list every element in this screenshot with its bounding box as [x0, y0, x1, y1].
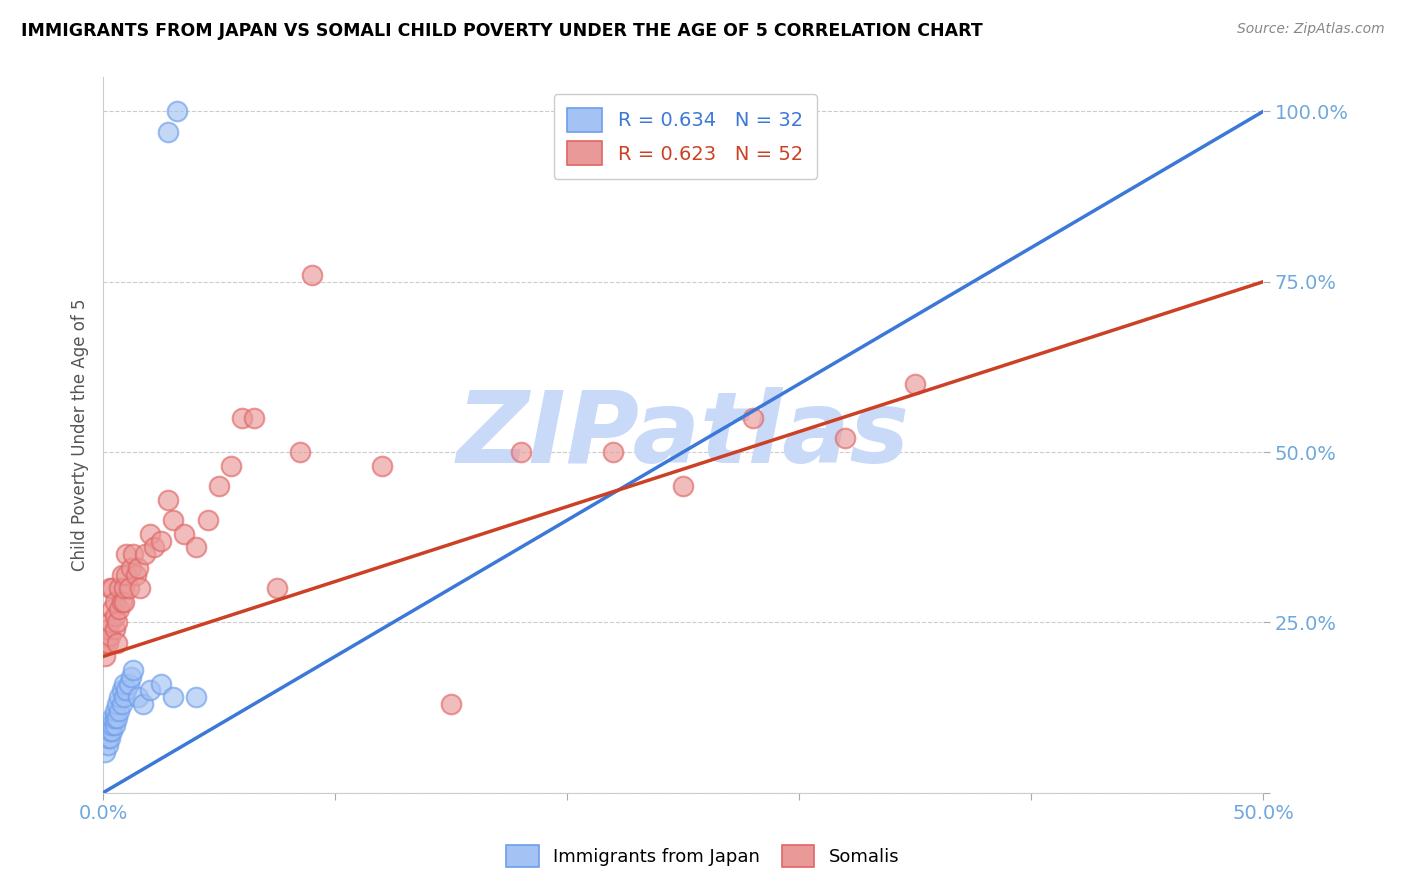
Point — [101, 582, 124, 596]
Point — [111, 567, 134, 582]
Point — [120, 561, 142, 575]
Point — [150, 676, 173, 690]
Point — [197, 513, 219, 527]
Point — [101, 711, 124, 725]
Point — [104, 608, 127, 623]
Point — [129, 582, 152, 596]
Point — [243, 411, 266, 425]
Point — [124, 567, 146, 582]
Point — [834, 432, 856, 446]
Point — [602, 445, 624, 459]
Point — [112, 595, 135, 609]
Point — [120, 670, 142, 684]
Point — [301, 268, 323, 282]
Point — [111, 683, 134, 698]
Point — [105, 711, 128, 725]
Point — [112, 582, 135, 596]
Point — [98, 731, 121, 746]
Point — [440, 697, 463, 711]
Point — [231, 411, 253, 425]
Point — [108, 601, 131, 615]
Point — [104, 704, 127, 718]
Text: IMMIGRANTS FROM JAPAN VS SOMALI CHILD POVERTY UNDER THE AGE OF 5 CORRELATION CHA: IMMIGRANTS FROM JAPAN VS SOMALI CHILD PO… — [21, 22, 983, 40]
Point — [94, 745, 117, 759]
Point — [157, 492, 180, 507]
Point — [115, 567, 138, 582]
Point — [166, 104, 188, 119]
Point — [98, 615, 121, 630]
Point — [94, 649, 117, 664]
Point — [105, 636, 128, 650]
Point — [108, 690, 131, 705]
Point — [98, 724, 121, 739]
Legend: Immigrants from Japan, Somalis: Immigrants from Japan, Somalis — [499, 838, 907, 874]
Point — [117, 676, 139, 690]
Point — [509, 445, 531, 459]
Point — [138, 526, 160, 541]
Point — [97, 622, 120, 636]
Point — [105, 697, 128, 711]
Point — [134, 547, 156, 561]
Point — [370, 458, 392, 473]
Point — [97, 738, 120, 752]
Text: Source: ZipAtlas.com: Source: ZipAtlas.com — [1237, 22, 1385, 37]
Point — [162, 690, 184, 705]
Point — [117, 582, 139, 596]
Point — [115, 683, 138, 698]
Point — [112, 676, 135, 690]
Point — [173, 526, 195, 541]
Point — [150, 533, 173, 548]
Point — [127, 561, 149, 575]
Point — [108, 582, 131, 596]
Point — [101, 724, 124, 739]
Point — [97, 636, 120, 650]
Legend: R = 0.634   N = 32, R = 0.623   N = 52: R = 0.634 N = 32, R = 0.623 N = 52 — [554, 95, 817, 178]
Point — [105, 615, 128, 630]
Point — [101, 717, 124, 731]
Point — [266, 582, 288, 596]
Point — [127, 690, 149, 705]
Point — [97, 731, 120, 746]
Point — [101, 601, 124, 615]
Point — [98, 629, 121, 643]
Point — [111, 697, 134, 711]
Point — [122, 663, 145, 677]
Point — [104, 711, 127, 725]
Point — [672, 479, 695, 493]
Text: ZIPatlas: ZIPatlas — [457, 386, 910, 483]
Point — [138, 683, 160, 698]
Point — [104, 622, 127, 636]
Point — [131, 697, 153, 711]
Point — [290, 445, 312, 459]
Point — [184, 541, 207, 555]
Point — [104, 595, 127, 609]
Point — [111, 595, 134, 609]
Y-axis label: Child Poverty Under the Age of 5: Child Poverty Under the Age of 5 — [72, 299, 89, 571]
Point — [741, 411, 763, 425]
Point — [115, 547, 138, 561]
Point — [162, 513, 184, 527]
Point — [904, 376, 927, 391]
Point — [122, 547, 145, 561]
Point — [98, 717, 121, 731]
Point — [157, 125, 180, 139]
Point — [98, 582, 121, 596]
Point — [219, 458, 242, 473]
Point — [143, 541, 166, 555]
Point — [184, 690, 207, 705]
Point — [208, 479, 231, 493]
Point — [112, 690, 135, 705]
Point — [108, 704, 131, 718]
Point — [94, 636, 117, 650]
Point — [104, 717, 127, 731]
